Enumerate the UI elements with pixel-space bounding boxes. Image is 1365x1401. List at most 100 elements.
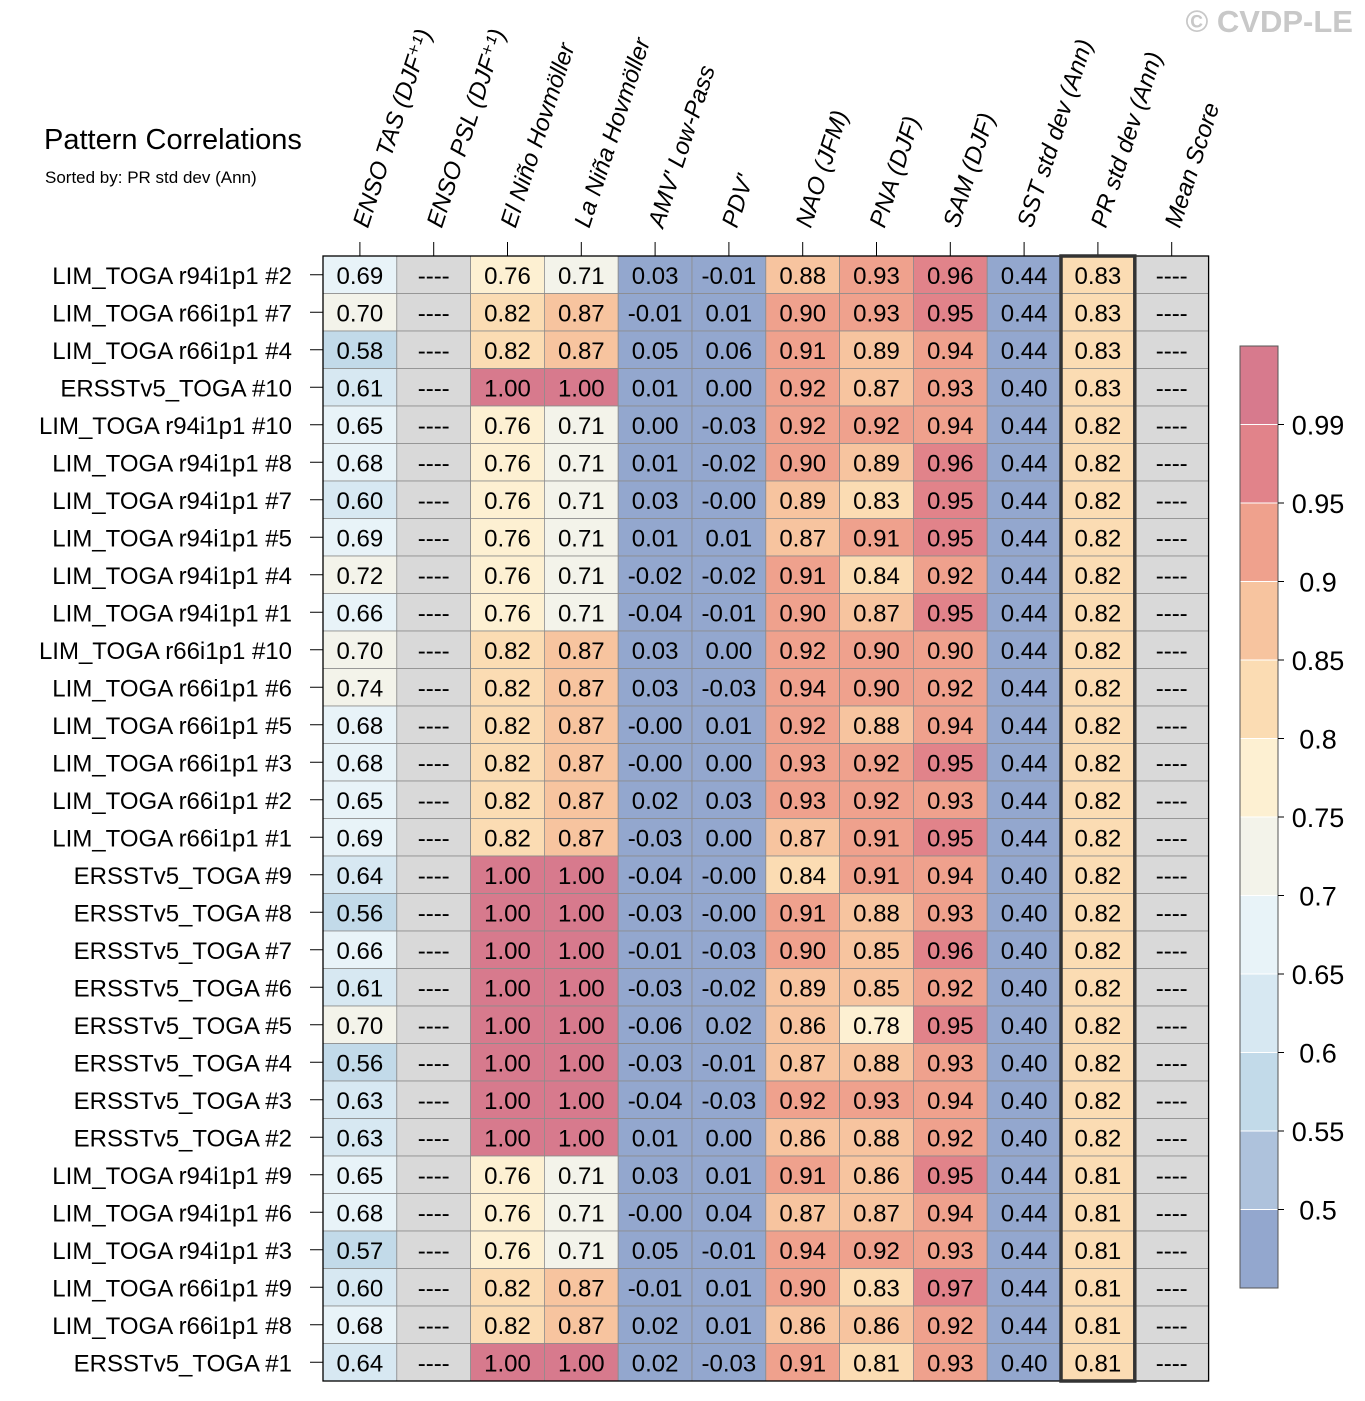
missing-value-label: ---- [1156, 713, 1188, 740]
cell-value-label: 0.71 [558, 525, 605, 552]
cell-value-label: 0.71 [558, 563, 605, 590]
cell-value-label: 0.40 [1001, 975, 1048, 1002]
row-label: LIM_TOGA r94i1p1 #1 [52, 600, 292, 627]
cell-value-label: 0.01 [632, 375, 679, 402]
cell-value-label: 0.90 [779, 600, 826, 627]
colorbar-swatch [1240, 896, 1278, 975]
column-label: Mean Score [1160, 99, 1226, 230]
cell-value-label: 0.00 [706, 375, 753, 402]
cell-value-label: 0.83 [1075, 263, 1122, 290]
row-label: LIM_TOGA r66i1p1 #5 [52, 713, 292, 740]
row-label: LIM_TOGA r94i1p1 #5 [52, 525, 292, 552]
cell-value-label: 0.40 [1001, 1125, 1048, 1152]
row-label: LIM_TOGA r94i1p1 #7 [52, 488, 292, 515]
cell-value-label: 0.94 [779, 675, 826, 702]
missing-value-label: ---- [418, 638, 450, 665]
cell-value-label: 0.82 [1075, 938, 1122, 965]
row-label: LIM_TOGA r66i1p1 #2 [52, 788, 292, 815]
missing-value-label: ---- [1156, 638, 1188, 665]
cell-value-label: 0.03 [632, 638, 679, 665]
cell-value-label: 0.90 [779, 300, 826, 327]
cell-value-label: 0.44 [1001, 563, 1048, 590]
cell-value-label: 1.00 [558, 1350, 605, 1377]
cell-value-label: -0.01 [702, 1050, 757, 1077]
cell-value-label: 0.95 [927, 488, 974, 515]
row-label: ERSSTv5_TOGA #7 [74, 938, 292, 965]
cell-value-label: 0.92 [853, 788, 900, 815]
cell-value-label: 0.76 [484, 263, 531, 290]
cell-value-label: 0.89 [853, 450, 900, 477]
missing-value-label: ---- [1156, 263, 1188, 290]
colorbar-swatch [1240, 1053, 1278, 1132]
cell-value-label: 0.76 [484, 1163, 531, 1190]
cell-value-label: 0.60 [337, 488, 384, 515]
cell-value-label: -0.03 [702, 1088, 757, 1115]
missing-value-label: ---- [1156, 1013, 1188, 1040]
row-label: LIM_TOGA r66i1p1 #10 [39, 638, 292, 665]
row-label: LIM_TOGA r66i1p1 #6 [52, 675, 292, 702]
cell-value-label: 0.02 [632, 1350, 679, 1377]
row-label: LIM_TOGA r94i1p1 #2 [52, 263, 292, 290]
missing-value-label: ---- [1156, 300, 1188, 327]
cell-value-label: 0.40 [1001, 1013, 1048, 1040]
cell-value-label: 0.06 [706, 338, 753, 365]
missing-value-label: ---- [1156, 413, 1188, 440]
cell-value-label: 0.76 [484, 1200, 531, 1227]
cell-value-label: 0.92 [927, 1125, 974, 1152]
cell-value-label: 0.04 [706, 1200, 753, 1227]
cell-value-label: -0.00 [628, 713, 683, 740]
cell-value-label: 0.93 [927, 1238, 974, 1265]
cell-value-label: 0.40 [1001, 900, 1048, 927]
row-label: LIM_TOGA r66i1p1 #4 [52, 338, 292, 365]
cell-value-label: 1.00 [558, 1013, 605, 1040]
cell-value-label: 0.81 [1075, 1238, 1122, 1265]
cell-value-label: 0.76 [484, 450, 531, 477]
cell-value-label: 0.44 [1001, 450, 1048, 477]
cell-value-label: 0.92 [779, 638, 826, 665]
cell-value-label: 0.00 [706, 750, 753, 777]
cell-value-label: 0.61 [337, 375, 384, 402]
cell-value-label: 0.92 [779, 413, 826, 440]
cell-value-label: 0.87 [558, 338, 605, 365]
missing-value-label: ---- [418, 525, 450, 552]
cell-value-label: 0.05 [632, 338, 679, 365]
cell-value-label: -0.02 [702, 450, 757, 477]
colorbar-swatch [1240, 582, 1278, 661]
colorbar-tick-label: 0.55 [1292, 1117, 1345, 1147]
row-label: ERSSTv5_TOGA #10 [60, 375, 292, 402]
cell-value-label: 0.01 [706, 713, 753, 740]
row-label: ERSSTv5_TOGA #5 [74, 1013, 292, 1040]
cell-value-label: 0.64 [337, 863, 384, 890]
cell-value-label: 0.82 [484, 300, 531, 327]
colorbar-swatch [1240, 660, 1278, 739]
cell-value-label: 0.94 [927, 1088, 974, 1115]
cell-value-label: 0.44 [1001, 525, 1048, 552]
cell-value-label: 0.87 [558, 825, 605, 852]
cell-value-label: 0.44 [1001, 750, 1048, 777]
cell-value-label: 0.90 [927, 638, 974, 665]
cell-value-label: 0.88 [853, 713, 900, 740]
cell-value-label: 0.44 [1001, 1313, 1048, 1340]
missing-value-label: ---- [418, 263, 450, 290]
column-label: NAO (JFM) [791, 107, 854, 231]
cell-value-label: 0.00 [632, 413, 679, 440]
missing-value-label: ---- [418, 1275, 450, 1302]
cell-value-label: 0.91 [779, 338, 826, 365]
cell-value-label: 0.86 [779, 1313, 826, 1340]
missing-value-label: ---- [418, 338, 450, 365]
cell-value-label: 0.87 [853, 600, 900, 627]
row-label: LIM_TOGA r66i1p1 #7 [52, 300, 292, 327]
cell-value-label: 0.58 [337, 338, 384, 365]
cell-value-label: 0.82 [484, 713, 531, 740]
cell-value-label: 0.85 [853, 938, 900, 965]
cell-value-label: 0.01 [706, 300, 753, 327]
column-label: El Niño Hovmöller [496, 39, 581, 231]
cell-value-label: 0.44 [1001, 338, 1048, 365]
cell-value-label: 0.95 [927, 750, 974, 777]
cell-value-label: 0.56 [337, 900, 384, 927]
cell-value-label: 0.94 [927, 863, 974, 890]
missing-value-label: ---- [418, 713, 450, 740]
cell-value-label: 0.82 [484, 788, 531, 815]
cell-value-label: 0.81 [1075, 1313, 1122, 1340]
cell-value-label: 0.76 [484, 413, 531, 440]
